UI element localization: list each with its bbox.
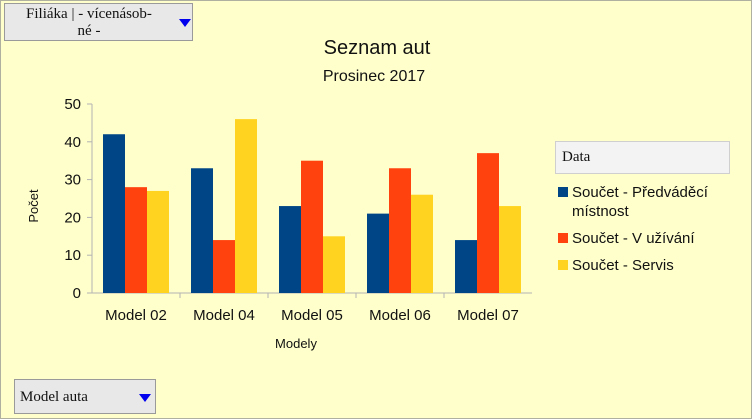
y-tick-label: 50 — [64, 96, 81, 113]
bar — [411, 194, 433, 293]
x-tick-label: Model 07 — [457, 307, 519, 324]
plot-area: 0 10 20 30 40 50 Model 02 Model 04 Model 05 Model… — [64, 96, 532, 324]
bar — [301, 160, 323, 293]
y-axis-label: Počet — [26, 189, 41, 223]
bar — [323, 236, 345, 293]
x-tick-label: Model 06 — [369, 307, 431, 324]
y-tick-label: 30 — [64, 172, 81, 189]
bar — [477, 153, 499, 293]
page-field-filter-label: Filiáka | - vícenásob- né - — [9, 6, 169, 40]
y-tick-label: 10 — [64, 247, 81, 264]
bar — [103, 134, 125, 293]
category-field-filter-button[interactable]: Model auta — [14, 379, 156, 414]
x-axis-label: Modely — [275, 336, 317, 351]
legend-entry-label: Součet - Servis — [572, 257, 674, 274]
legend-entry-label: Součet - V užívání — [572, 230, 695, 247]
page-field-filter-label-line1: Filiáka | - vícenásob- — [26, 6, 152, 22]
data-field-button[interactable]: Data — [555, 141, 730, 174]
bar — [191, 168, 213, 293]
dropdown-arrow-icon — [139, 394, 151, 402]
x-tick-label: Model 02 — [105, 307, 167, 324]
chart-title: Seznam aut — [324, 37, 431, 59]
legend-swatch — [558, 233, 568, 243]
chart-subtitle: Prosinec 2017 — [323, 68, 425, 85]
bar — [367, 213, 389, 293]
legend-swatch — [558, 187, 568, 197]
data-field-label: Data — [562, 149, 591, 165]
page-field-filter-label-line2: né - — [77, 23, 101, 39]
y-tick-label: 20 — [64, 209, 81, 226]
bar — [235, 119, 257, 294]
bar — [455, 240, 477, 293]
bar — [499, 206, 521, 293]
x-tick-label: Model 04 — [193, 307, 255, 324]
bar — [389, 168, 411, 293]
y-tick-label: 0 — [73, 285, 81, 302]
legend-swatch — [558, 260, 568, 270]
y-tick-label: 40 — [64, 134, 81, 151]
x-tick-label: Model 05 — [281, 307, 343, 324]
bar — [125, 187, 147, 293]
bar — [213, 240, 235, 293]
legend-entry-label: Součet - Předváděcí místnost — [572, 184, 709, 220]
bar — [279, 206, 301, 293]
legend: Součet - Předváděcí místnost Součet - V už… — [558, 184, 709, 274]
bar — [147, 190, 169, 293]
category-field-filter-label: Model auta — [20, 389, 88, 405]
page-field-filter-button[interactable]: Filiáka | - vícenásob- né - — [4, 3, 193, 41]
dropdown-arrow-icon — [179, 19, 191, 27]
